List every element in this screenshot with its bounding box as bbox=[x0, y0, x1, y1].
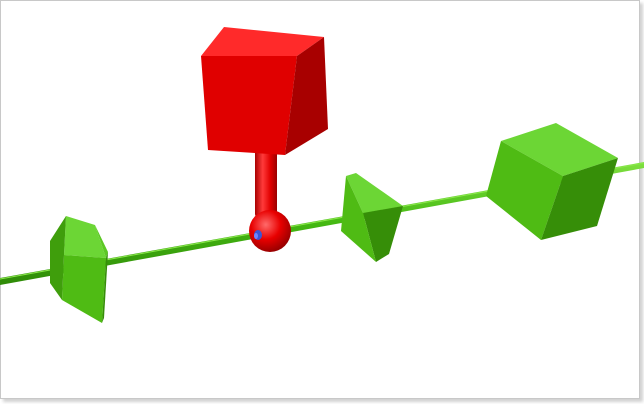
green-cube-right bbox=[486, 123, 618, 240]
red-ball-joint bbox=[249, 210, 291, 252]
green-wedge-middle bbox=[341, 173, 403, 262]
red-cube bbox=[201, 27, 328, 155]
green-wedge-left bbox=[50, 216, 108, 323]
